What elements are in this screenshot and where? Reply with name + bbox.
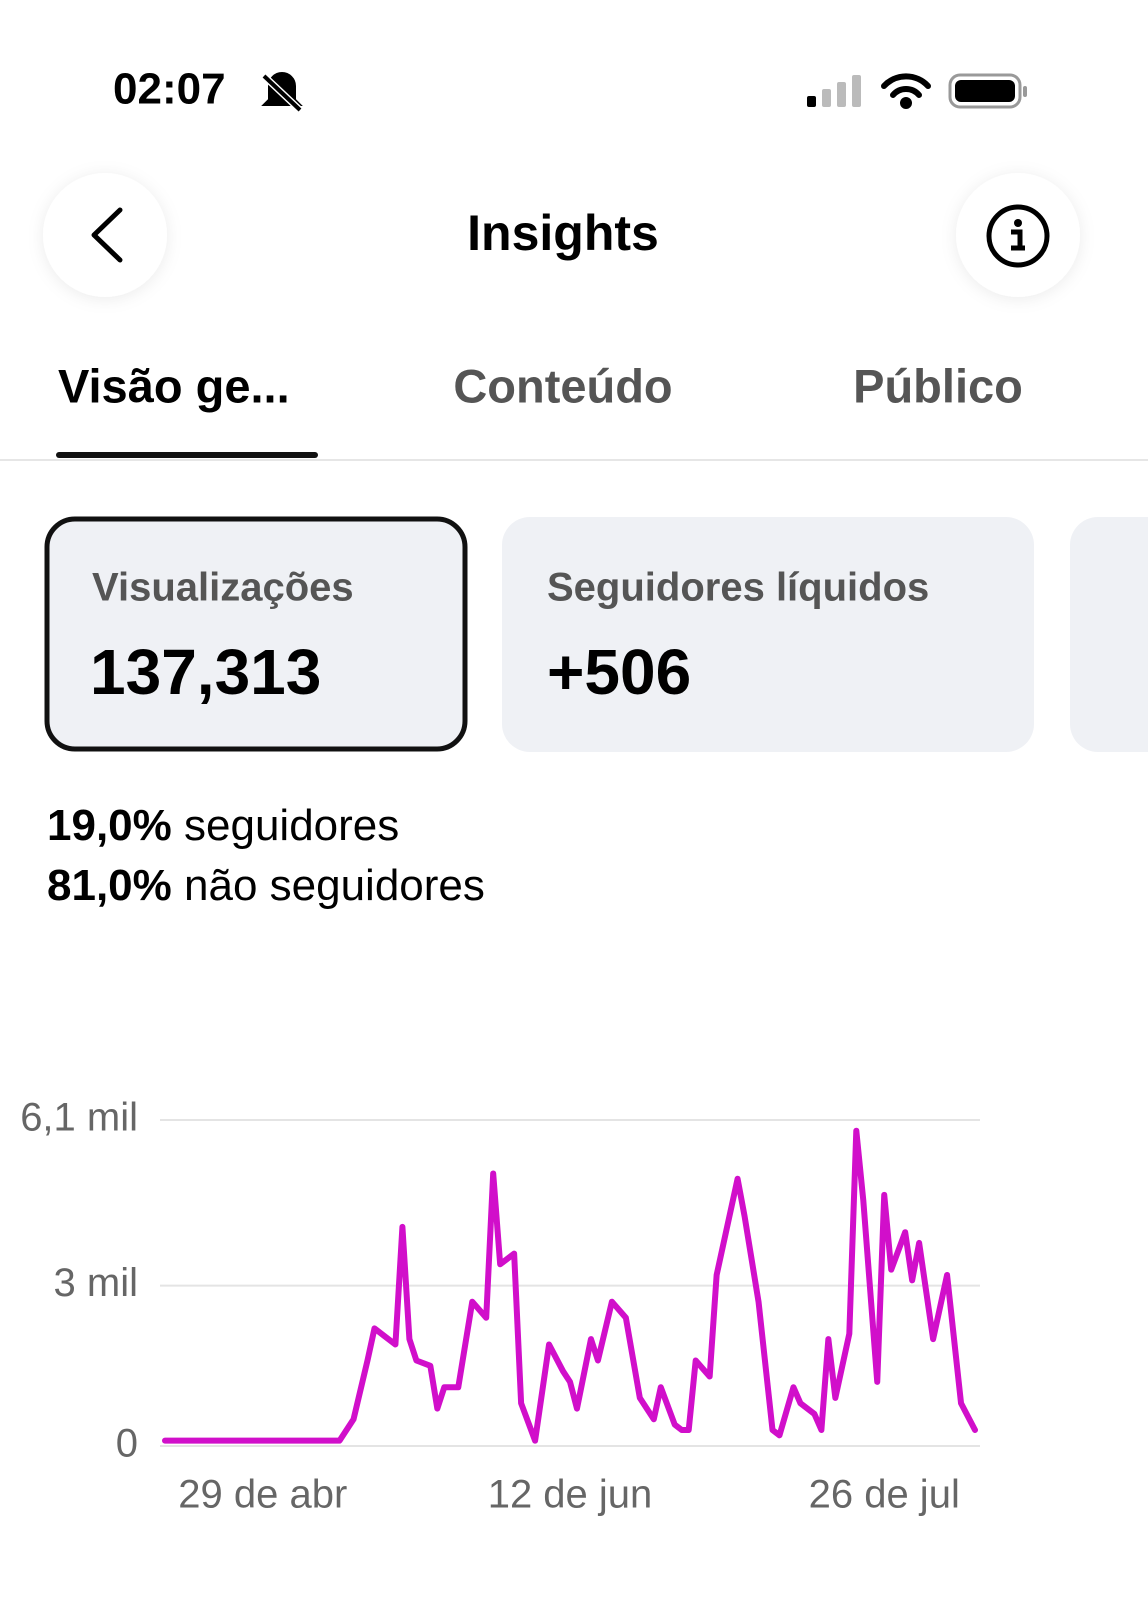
tab[interactable]: Público: [853, 359, 1023, 412]
y-tick-label: 3 mil: [54, 1261, 138, 1305]
card-value: +506: [547, 636, 691, 708]
metric-card[interactable]: [502, 517, 1034, 752]
card-label: Visualizações: [92, 566, 354, 610]
mute-icon: [261, 72, 303, 113]
tab-indicator: [56, 452, 318, 458]
x-tick-label: 29 de abr: [178, 1473, 347, 1517]
battery-icon: [948, 73, 1027, 109]
signal-icon: [807, 75, 861, 107]
tab[interactable]: Visão ge...: [58, 359, 290, 412]
y-tick-label: 0: [116, 1422, 138, 1466]
chart: 0 3 mil 6,1 mil 29 de abr 12 de jun 26 de jul: [20, 1096, 980, 1517]
data-line: [162, 1127, 978, 1444]
audience-label: seguidores: [184, 801, 399, 850]
y-tick-label: 6,1 mil: [20, 1096, 138, 1140]
time: 02:07: [113, 65, 226, 114]
metric-card[interactable]: [1070, 517, 1148, 752]
header-title: Insights: [467, 205, 659, 261]
x-tick-label: 12 de jun: [488, 1473, 653, 1517]
audience-label: não seguidores: [184, 861, 485, 910]
audience-percent: 19,0%: [47, 801, 172, 850]
divider: [0, 459, 1148, 461]
x-tick-label: 26 de jul: [809, 1473, 960, 1517]
back-icon: [91, 207, 123, 263]
tab[interactable]: Conteúdo: [453, 359, 672, 412]
audience-line: 19,0% seguidores: [47, 801, 399, 850]
card-value: 137,313: [90, 636, 321, 708]
metric-card[interactable]: [44, 516, 468, 752]
card-label: Seguidores líquidos: [547, 566, 929, 610]
wifi-icon: [881, 73, 931, 109]
audience-percent: 81,0%: [47, 861, 172, 910]
info-icon: [986, 204, 1050, 268]
audience-line: 81,0% não seguidores: [47, 861, 485, 910]
back-button[interactable]: [43, 173, 167, 297]
